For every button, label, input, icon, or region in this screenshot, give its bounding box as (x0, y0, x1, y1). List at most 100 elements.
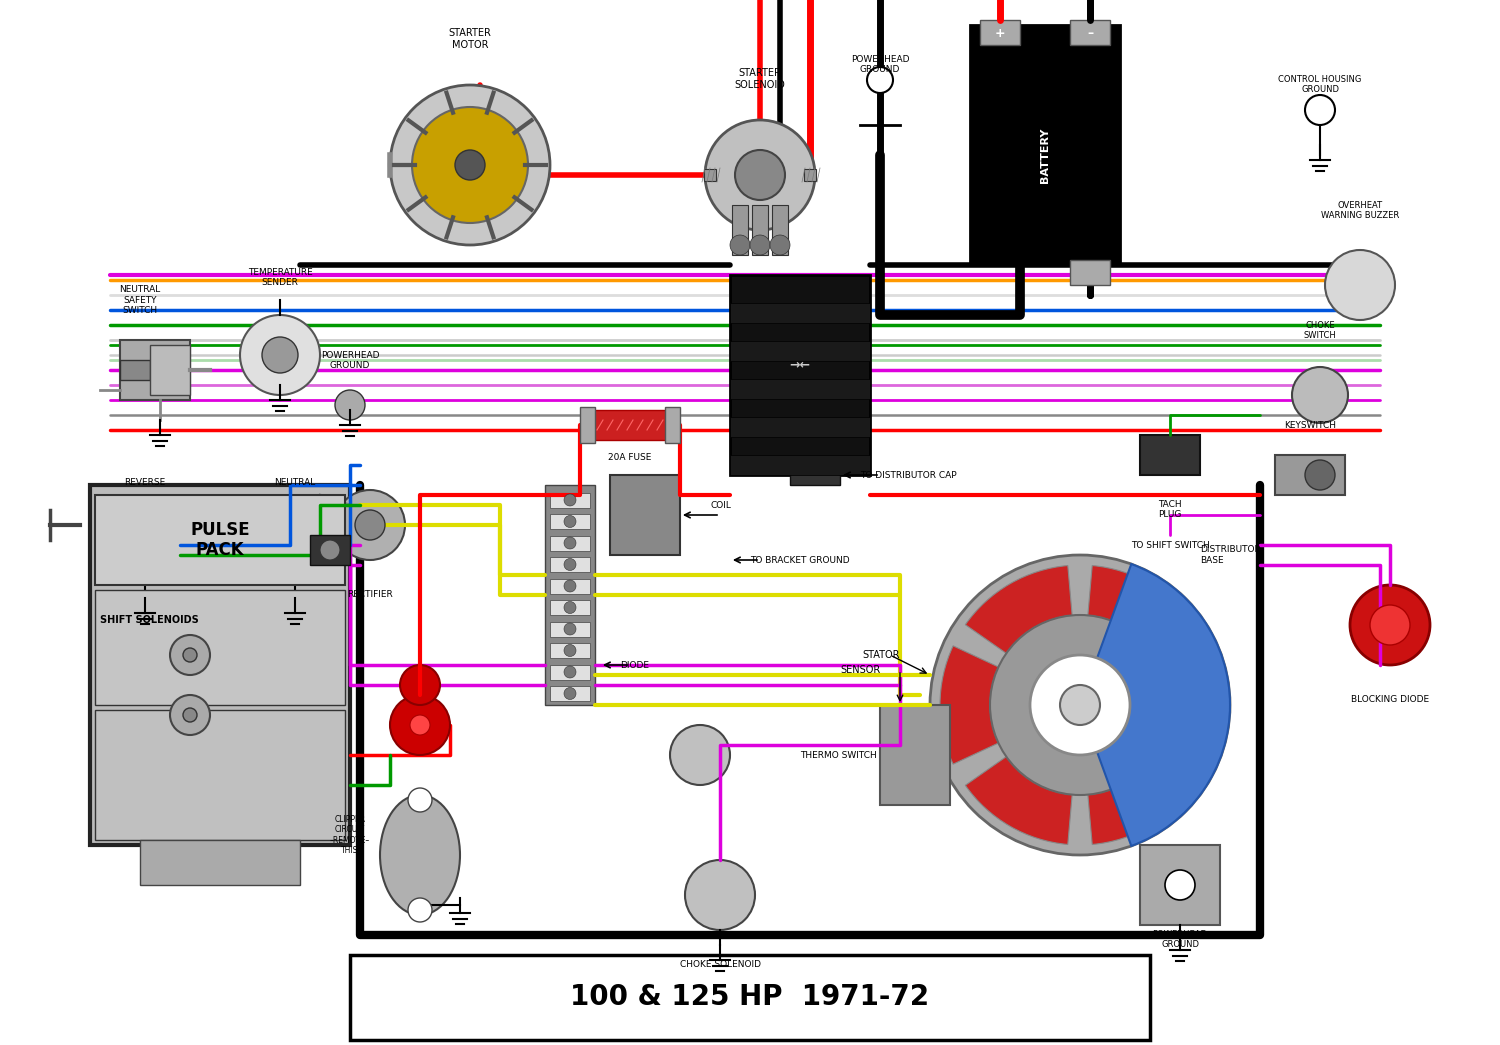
Bar (980, 20, 1020, 45)
Text: TEMPERATURE
SENDER: TEMPERATURE SENDER (248, 268, 312, 287)
Wedge shape (966, 757, 1072, 844)
Circle shape (413, 107, 528, 223)
Circle shape (564, 645, 576, 656)
Circle shape (390, 85, 550, 245)
Circle shape (564, 580, 576, 593)
Bar (880, 705, 950, 805)
Wedge shape (1161, 646, 1220, 764)
Circle shape (1166, 870, 1196, 900)
Text: POWERHEAD
GROUND: POWERHEAD GROUND (850, 55, 909, 74)
Text: STARTER
SOLENOID: STARTER SOLENOID (735, 68, 786, 90)
Text: STARTER
MOTOR: STARTER MOTOR (448, 28, 492, 50)
Circle shape (1324, 250, 1395, 320)
Text: REVERSE: REVERSE (124, 478, 165, 487)
Text: KEYSWITCH: KEYSWITCH (1284, 421, 1336, 429)
Bar (550, 535, 590, 551)
Bar (730, 417, 870, 437)
Text: TACH
PLUG: TACH PLUG (1158, 500, 1182, 519)
Wedge shape (966, 565, 1072, 653)
Bar (752, 205, 768, 255)
Bar (120, 359, 150, 380)
Circle shape (990, 616, 1170, 795)
Wedge shape (1088, 565, 1194, 653)
Bar (150, 345, 190, 395)
Bar (94, 590, 345, 705)
Text: CONTROL HOUSING
GROUND: CONTROL HOUSING GROUND (1278, 75, 1362, 94)
Bar (590, 410, 670, 440)
Circle shape (170, 695, 210, 735)
Circle shape (1370, 605, 1410, 645)
Circle shape (750, 235, 770, 255)
Circle shape (730, 235, 750, 255)
Text: BATTERY: BATTERY (1040, 127, 1050, 183)
Bar (350, 955, 1150, 1040)
Bar (732, 205, 748, 255)
Bar (1070, 20, 1110, 45)
Text: THERMO SWITCH: THERMO SWITCH (800, 750, 876, 760)
Bar (550, 643, 590, 658)
Circle shape (183, 709, 196, 722)
Bar (1070, 260, 1110, 285)
Text: STATOR: STATOR (862, 650, 900, 660)
Text: COIL: COIL (710, 501, 730, 510)
Circle shape (356, 510, 386, 540)
Wedge shape (1088, 757, 1194, 844)
Bar (110, 500, 180, 580)
Bar (1140, 845, 1220, 925)
Circle shape (400, 665, 439, 705)
Bar (1140, 435, 1200, 475)
Circle shape (564, 515, 576, 528)
Circle shape (930, 555, 1230, 855)
Bar (772, 205, 788, 255)
Bar (730, 455, 870, 475)
Circle shape (410, 715, 430, 735)
Circle shape (564, 558, 576, 571)
Text: SHIFT SOLENOIDS: SHIFT SOLENOIDS (100, 616, 200, 625)
Circle shape (334, 490, 405, 560)
Bar (550, 579, 590, 594)
Bar (550, 686, 590, 701)
Text: TO DISTRIBUTOR CAP: TO DISTRIBUTOR CAP (859, 470, 957, 480)
Circle shape (564, 688, 576, 699)
Circle shape (1305, 95, 1335, 125)
Bar (730, 379, 870, 399)
Circle shape (334, 390, 364, 420)
Circle shape (170, 635, 210, 675)
Bar (90, 485, 350, 845)
Text: TO BRACKET GROUND: TO BRACKET GROUND (750, 556, 849, 564)
Circle shape (564, 666, 576, 678)
Circle shape (262, 336, 298, 373)
Bar (550, 514, 590, 529)
Bar (550, 557, 590, 572)
Bar (730, 341, 870, 361)
Bar (970, 25, 1120, 265)
Ellipse shape (380, 795, 460, 915)
Circle shape (564, 494, 576, 506)
Bar (804, 169, 816, 181)
Bar (140, 840, 300, 885)
Bar (550, 622, 590, 636)
Bar (704, 169, 716, 181)
Circle shape (735, 150, 784, 200)
Bar (94, 495, 345, 585)
Circle shape (1350, 585, 1430, 665)
Bar (120, 340, 190, 400)
Text: NEUTRAL
SAFETY
SWITCH: NEUTRAL SAFETY SWITCH (120, 285, 160, 315)
Text: →←: →← (789, 358, 810, 372)
Circle shape (564, 623, 576, 635)
Bar (790, 460, 840, 485)
Circle shape (183, 648, 196, 661)
Text: POWERHEAD
GROUND: POWERHEAD GROUND (1152, 930, 1208, 950)
Circle shape (1305, 460, 1335, 490)
Bar (580, 407, 596, 443)
Text: DISTRIBUTOR
BASE: DISTRIBUTOR BASE (1200, 545, 1260, 564)
Text: POWERHEAD
GROUND: POWERHEAD GROUND (321, 351, 380, 370)
Circle shape (454, 150, 484, 180)
Text: CLIPPER
CIRCUIT
–REMOVE–
THIS: CLIPPER CIRCUIT –REMOVE– THIS (330, 815, 370, 855)
Bar (310, 535, 350, 565)
Circle shape (390, 695, 450, 754)
Circle shape (564, 602, 576, 613)
Circle shape (1060, 686, 1100, 725)
Circle shape (408, 788, 432, 812)
Text: NEUTRAL: NEUTRAL (274, 478, 315, 487)
